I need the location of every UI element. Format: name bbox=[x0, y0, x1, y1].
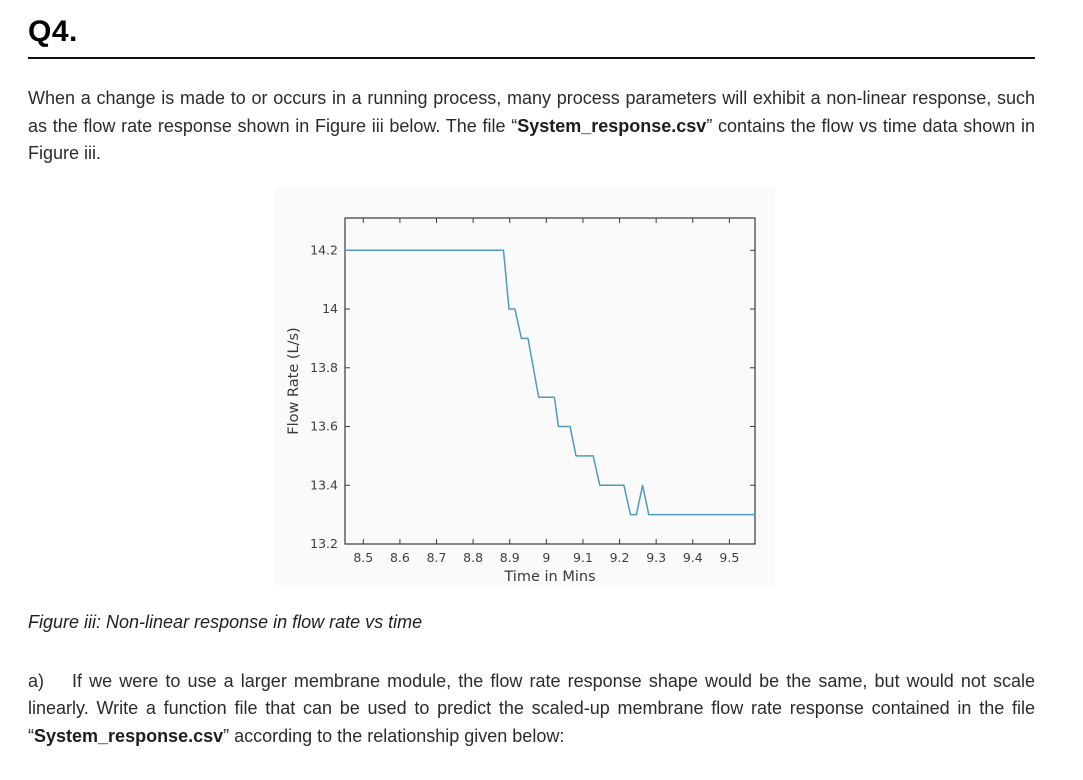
x-tick-label: 9 bbox=[542, 550, 550, 565]
y-tick-label: 13.4 bbox=[310, 477, 338, 492]
title-rule bbox=[28, 57, 1035, 59]
x-tick-label: 8.9 bbox=[500, 550, 520, 565]
x-tick-label: 9.2 bbox=[610, 550, 630, 565]
part-a-text-pre: If we were to use a larger membrane modu… bbox=[28, 670, 1035, 746]
x-tick-label: 9.5 bbox=[719, 550, 739, 565]
document-page: Q4. When a change is made to or occurs i… bbox=[28, 15, 1035, 751]
flow-rate-line bbox=[345, 249, 755, 516]
intro-file-name: System_response.csv bbox=[517, 115, 707, 136]
y-tick-label: 13.6 bbox=[310, 418, 338, 433]
y-tick-label: 14.2 bbox=[310, 242, 338, 257]
part-a-text-post: ” according to the relationship given be… bbox=[223, 725, 565, 746]
figure-iii: 8.5 8.6 8.7 8.8 8.9 9 9.1 9.2 9.3 9.4 9.5 13.2 13.4 1… bbox=[275, 186, 775, 585]
x-tick-label: 9.4 bbox=[683, 550, 703, 565]
y-axis-label: Flow Rate (L/s) bbox=[286, 327, 302, 434]
x-tick-label: 8.5 bbox=[353, 550, 373, 565]
x-tick-label: 9.3 bbox=[646, 550, 666, 565]
intro-text-post: ” contains the flow vs time data shown i… bbox=[28, 115, 1036, 164]
figure-caption: Figure iii: Non-linear response in flow … bbox=[28, 611, 423, 632]
flow-rate-chart: 8.5 8.6 8.7 8.8 8.9 9 9.1 9.2 9.3 9.4 9.5 13.2 13.4 1… bbox=[286, 217, 756, 585]
y-tick-label: 14 bbox=[322, 301, 338, 316]
x-axis-label: Time in Mins bbox=[503, 569, 595, 585]
part-a-file-name: System_response.csv bbox=[34, 725, 224, 746]
y-tick-label: 13.2 bbox=[310, 536, 338, 551]
part-a-paragraph: a) If we were to use a larger membrane mo… bbox=[28, 668, 1035, 751]
x-tick-label: 8.7 bbox=[427, 550, 447, 565]
intro-text-pre: When a change is made to or occurs in a … bbox=[28, 88, 1035, 136]
intro-paragraph: When a change is made to or occurs in a … bbox=[28, 85, 1035, 168]
x-tick-label: 8.6 bbox=[390, 550, 410, 565]
axes-box bbox=[344, 217, 756, 545]
part-a-label: a) bbox=[28, 670, 45, 691]
y-tick-label: 13.8 bbox=[310, 360, 338, 375]
question-title: Q4. bbox=[28, 15, 78, 48]
x-tick-label: 9.1 bbox=[573, 550, 593, 565]
x-tick-label: 8.8 bbox=[463, 550, 483, 565]
